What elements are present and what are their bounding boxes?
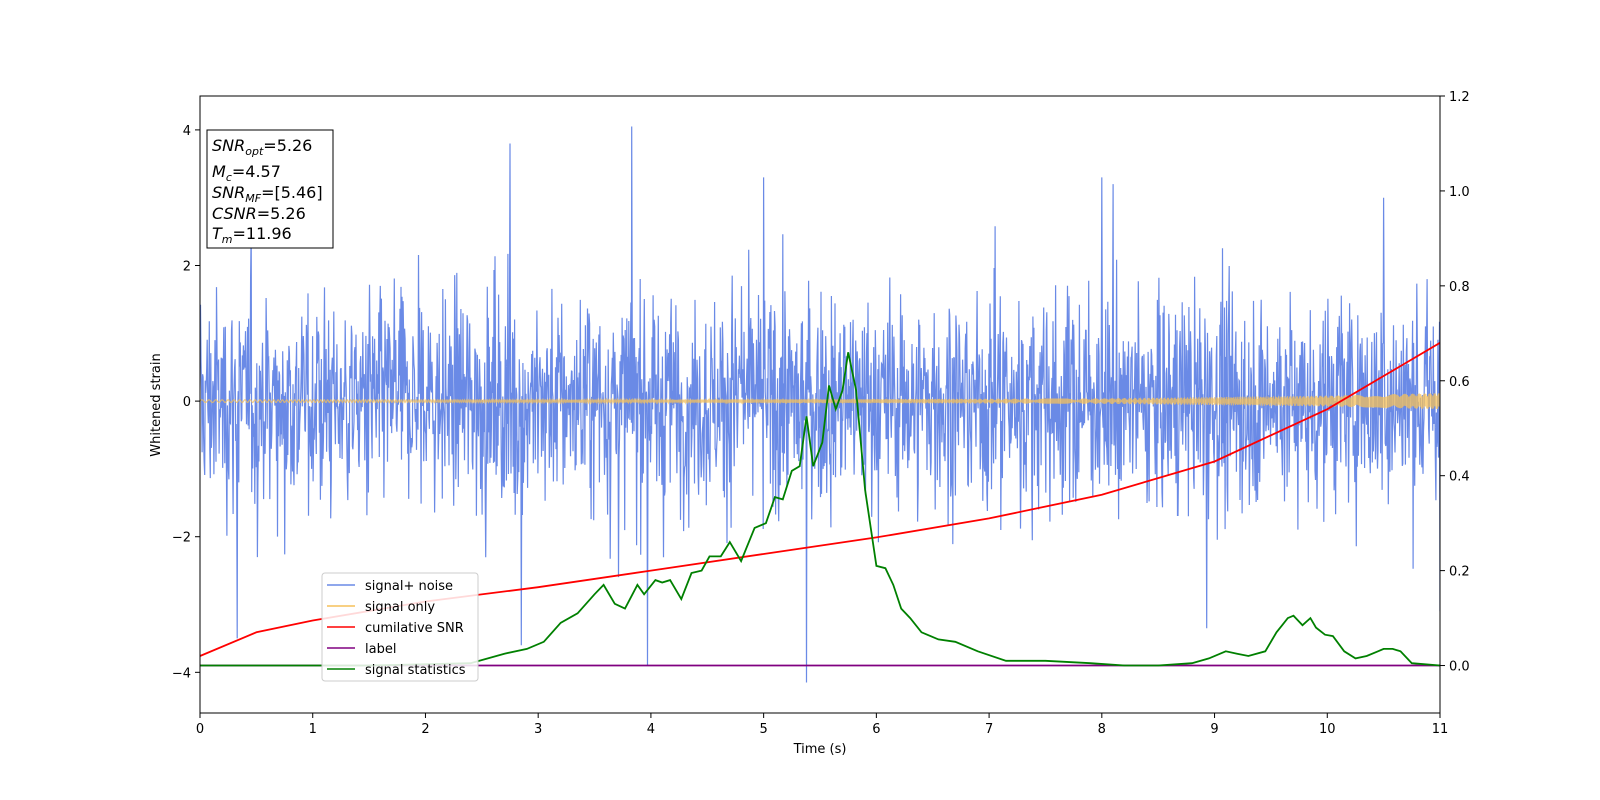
info-snr-opt: SNRopt=5.26	[212, 136, 312, 158]
series-signal-noise-line	[200, 126, 1440, 683]
info-box: SNRopt=5.26 Mc=4.57 SNRMF=[5.46] CSNR=5.…	[206, 129, 334, 249]
y-left-tick-label: 0	[183, 395, 191, 410]
info-tm-value: =11.96	[233, 224, 292, 243]
legend: signal+ noise signal only cumilative SNR…	[321, 572, 479, 682]
info-mc-sub: c	[226, 171, 232, 184]
x-tick-label: 6	[872, 722, 880, 737]
legend-label-label: label	[365, 642, 396, 657]
info-csnr-base: CSNR	[212, 204, 257, 223]
legend-label-signal-noise: signal+ noise	[365, 579, 453, 594]
plot-frame	[199, 95, 1441, 714]
series-signal-statistics-line	[200, 352, 1440, 667]
info-mc: Mc=4.57	[212, 162, 281, 184]
x-tick-label: 2	[421, 722, 429, 737]
info-tm-base: T	[212, 224, 223, 243]
legend-label-signal-only: signal only	[365, 600, 435, 615]
info-snr-opt-sub: opt	[245, 145, 264, 158]
y-axis-title: Whitened strain	[149, 353, 164, 456]
legend-frame	[321, 572, 479, 682]
x-tick-label: 4	[647, 722, 655, 737]
info-snr-mf-base: SNR	[212, 183, 245, 202]
x-tick-label: 10	[1319, 722, 1336, 737]
legend-label-signal-statistics: signal statistics	[365, 663, 466, 678]
x-tick-label: 0	[196, 722, 204, 737]
y-left-tick-label: 4	[183, 124, 191, 139]
x-tick-label: 11	[1432, 722, 1449, 737]
info-mc-value: =4.57	[232, 162, 281, 181]
y-left-tick-label: −2	[172, 531, 191, 546]
x-tick-label: 7	[985, 722, 993, 737]
x-tick-label: 9	[1210, 722, 1218, 737]
info-mc-base: M	[212, 162, 226, 181]
y-left-tick-label: −4	[172, 666, 191, 681]
y-right-tick-label: 0.0	[1449, 660, 1470, 675]
info-snr-mf-value: =[5.46]	[261, 183, 323, 202]
y-right-tick-label: 0.8	[1449, 280, 1470, 295]
x-tick-label: 1	[309, 722, 317, 737]
info-snr-opt-value: =5.26	[263, 136, 312, 155]
series-signal-only-line	[200, 393, 1440, 410]
axes-layer: 0 1 2 3 4 5 6 7 8 9 10 11 −4 −2 0 2 4 0.0 0.2 0.4 0.6 0.8 1.0 1…	[172, 90, 1470, 737]
info-box-frame	[206, 129, 334, 249]
x-tick-label: 5	[759, 722, 767, 737]
y-right-tick-label: 0.4	[1449, 470, 1470, 485]
x-axis-title: Time (s)	[793, 742, 847, 757]
y-left-tick-label: 2	[183, 260, 191, 275]
y-right-tick-label: 0.2	[1449, 565, 1470, 580]
info-snr-mf-sub: MF	[245, 192, 261, 205]
x-tick-label: 8	[1098, 722, 1106, 737]
x-tick-label: 3	[534, 722, 542, 737]
legend-label-cumulative-snr: cumilative SNR	[365, 621, 464, 636]
info-snr-opt-base: SNR	[212, 136, 245, 155]
info-tm-sub: m	[222, 233, 233, 246]
y-right-tick-label: 0.6	[1449, 375, 1470, 390]
info-csnr: CSNR=5.26	[212, 204, 306, 223]
y-right-tick-label: 1.0	[1449, 185, 1470, 200]
info-snr-mf: SNRMF=[5.46]	[212, 183, 323, 205]
info-tm: Tm=11.96	[212, 224, 292, 246]
info-csnr-value: =5.26	[257, 204, 306, 223]
y-right-tick-label: 1.2	[1449, 90, 1470, 105]
